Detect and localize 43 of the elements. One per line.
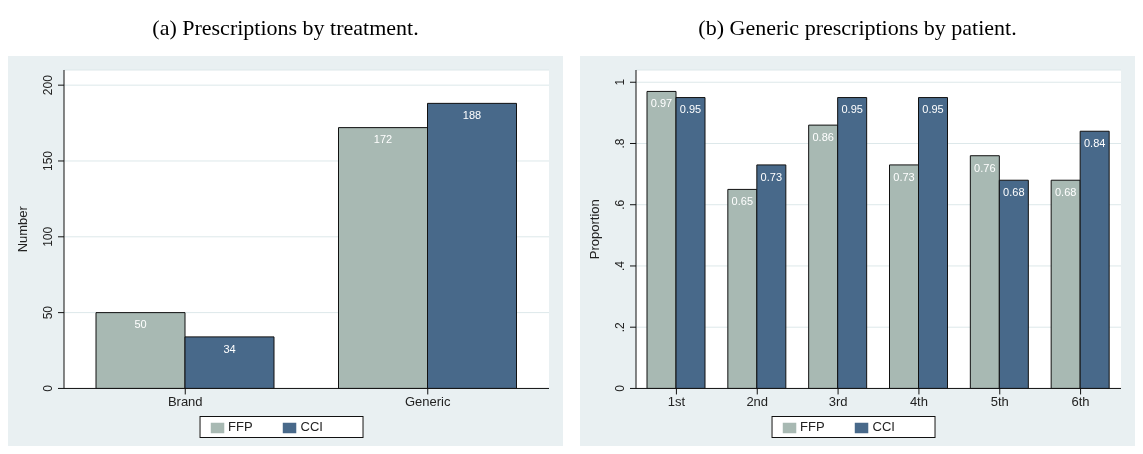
legend-label: FFP (800, 419, 825, 435)
data-label: 0.84 (1083, 137, 1106, 150)
data-label: 0.95 (679, 103, 702, 116)
data-label: 0.86 (812, 130, 834, 143)
y-axis-title: Proportion (586, 199, 602, 260)
legend-label: FFP (228, 419, 253, 435)
y-tick-label: 100 (41, 226, 55, 247)
x-tick-label: 1st (667, 393, 686, 409)
data-label: 50 (134, 318, 147, 331)
data-label: 0.73 (760, 170, 783, 183)
y-tick-label: .8 (613, 138, 627, 149)
y-tick-label: 0 (613, 384, 627, 392)
y-tick-label: .2 (613, 321, 627, 333)
y-axis-title: Number (14, 205, 30, 253)
data-label: 0.68 (1003, 186, 1025, 199)
data-label: 188 (462, 109, 482, 122)
data-label: 0.73 (893, 170, 915, 183)
y-tick-label: 200 (41, 74, 55, 96)
x-tick-label: 4th (909, 393, 928, 409)
y-tick-label: .4 (613, 260, 627, 271)
y-tick-label: 1 (613, 78, 627, 86)
x-tick-label: 3rd (828, 393, 848, 409)
x-tick-label: 2nd (746, 393, 769, 409)
data-label: 0.95 (922, 103, 944, 116)
data-label: 0.97 (650, 97, 673, 110)
y-tick-label: .6 (613, 199, 627, 210)
data-label: 172 (373, 133, 393, 146)
y-tick-label: 150 (41, 150, 55, 171)
data-label: 0.95 (841, 103, 863, 116)
x-tick-label: 5th (990, 393, 1009, 409)
legend-label: CCI (872, 419, 895, 435)
legend-label: CCI (300, 419, 323, 435)
data-label: 0.76 (974, 161, 996, 174)
y-tick-label: 0 (41, 384, 55, 392)
chart-title: (b) Generic prescriptions by patient. (697, 14, 1018, 42)
data-label: 34 (223, 342, 236, 355)
x-tick-label: Generic (404, 393, 451, 409)
x-tick-label: 6th (1071, 393, 1090, 409)
x-tick-label: Brand (167, 393, 203, 409)
data-label: 0.65 (731, 195, 754, 208)
y-tick-label: 50 (41, 305, 55, 320)
chart-title: (a) Prescriptions by treatment. (151, 14, 420, 42)
data-label: 0.68 (1054, 186, 1077, 199)
